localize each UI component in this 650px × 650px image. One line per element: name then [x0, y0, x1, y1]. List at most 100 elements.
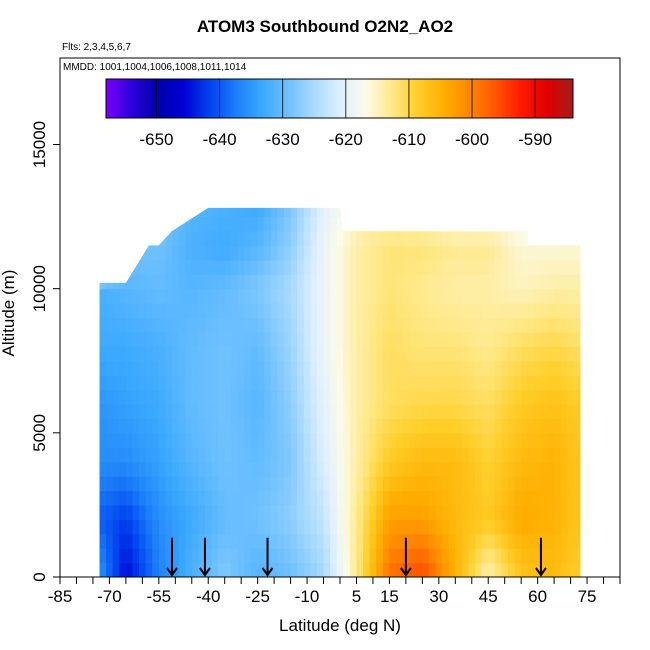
heatmap-cell — [461, 418, 470, 434]
heatmap-cell — [369, 548, 377, 564]
heatmap-cell — [211, 216, 219, 232]
heatmap-cell — [501, 490, 509, 506]
heatmap-cell — [356, 303, 364, 319]
heatmap-cell — [139, 231, 147, 247]
heatmap-cell — [119, 562, 127, 577]
heatmap-cell — [152, 375, 160, 391]
heatmap-cell — [343, 274, 351, 290]
heatmap-cell — [356, 476, 364, 492]
heatmap-cell — [435, 288, 443, 304]
heatmap-cell — [211, 476, 219, 492]
heatmap-cell — [573, 389, 581, 405]
heatmap-cell — [224, 259, 232, 275]
heatmap-cell — [508, 274, 516, 290]
heatmap-cell — [297, 461, 305, 477]
heatmap-cell — [303, 259, 311, 275]
heatmap-cell — [237, 490, 246, 506]
heatmap-cell — [290, 447, 298, 463]
heatmap-cell — [224, 303, 232, 319]
heatmap-cell — [244, 207, 252, 218]
heatmap-cell — [369, 562, 377, 577]
heatmap-cell — [428, 317, 437, 333]
heatmap-cell — [494, 432, 503, 448]
heatmap-cell — [514, 432, 522, 448]
heatmap-cell — [290, 331, 298, 347]
heatmap-cell — [409, 245, 417, 261]
heatmap-cell — [547, 375, 555, 391]
colorbar-swatch — [241, 79, 245, 118]
heatmap-cell — [382, 490, 391, 506]
heatmap-cell — [356, 317, 364, 333]
heatmap-cell — [112, 274, 120, 290]
heatmap-cell — [139, 461, 147, 477]
heatmap-cell — [191, 231, 199, 247]
heatmap-cell — [415, 274, 423, 290]
heatmap-cell — [251, 548, 259, 564]
heatmap-cell — [448, 490, 456, 506]
heatmap-cell — [165, 533, 173, 549]
heatmap-cell — [125, 389, 134, 405]
heatmap-cell — [461, 461, 470, 477]
heatmap-cell — [297, 519, 305, 535]
heatmap-cell — [257, 317, 265, 333]
heatmap-cell — [237, 360, 246, 376]
heatmap-cell — [264, 476, 272, 492]
colorbar-swatch — [164, 79, 168, 118]
heatmap-cell — [297, 245, 305, 261]
x-tick-label: -55 — [147, 587, 172, 606]
heatmap-cell — [330, 317, 338, 333]
heatmap-cell — [218, 245, 226, 261]
heatmap-cell — [349, 288, 358, 304]
heatmap-cell — [422, 288, 430, 304]
heatmap-cell — [422, 461, 430, 477]
heatmap-cell — [475, 519, 483, 535]
heatmap-cell — [363, 432, 371, 448]
heatmap-cell — [560, 404, 568, 420]
heatmap-cell — [514, 562, 522, 577]
heatmap-cell — [139, 447, 147, 463]
heatmap-cell — [409, 548, 417, 564]
heatmap-cell — [508, 231, 516, 247]
colorbar-swatch — [509, 79, 513, 118]
colorbar-swatch — [192, 79, 196, 118]
heatmap-cell — [501, 461, 509, 477]
heatmap-cell — [540, 461, 549, 477]
heatmap-cell — [435, 231, 443, 247]
colorbar-swatch — [239, 79, 242, 118]
heatmap-cell — [119, 461, 127, 477]
heatmap-cell — [343, 432, 351, 448]
colorbar-swatch — [481, 79, 485, 118]
heatmap-cell — [277, 447, 285, 463]
heatmap-cell — [303, 317, 311, 333]
heatmap-cell — [297, 533, 305, 549]
colorbar-swatch — [269, 79, 273, 118]
heatmap-cell — [165, 303, 173, 319]
heatmap-cell — [409, 375, 417, 391]
heatmap-cell — [290, 504, 298, 520]
heatmap-cell — [178, 562, 186, 577]
colorbar-swatch — [325, 79, 329, 118]
heatmap-cell — [409, 504, 417, 520]
heatmap-cell — [297, 207, 305, 218]
heatmap-cell — [468, 447, 476, 463]
heatmap-cell — [382, 288, 391, 304]
heatmap-cell — [488, 461, 496, 477]
heatmap-cell — [396, 288, 404, 304]
heatmap-cell — [270, 207, 279, 218]
heatmap-cell — [343, 476, 351, 492]
heatmap-cell — [172, 375, 180, 391]
heatmap-cell — [237, 274, 246, 290]
heatmap-cell — [152, 274, 160, 290]
heatmap-cell — [158, 231, 167, 247]
heatmap-cell — [363, 360, 371, 376]
heatmap-cell — [277, 231, 285, 247]
heatmap-cell — [125, 476, 134, 492]
heatmap-cell — [356, 274, 364, 290]
heatmap-cell — [224, 389, 232, 405]
colorbar-swatch — [533, 79, 537, 118]
heatmap-cell — [475, 432, 483, 448]
heatmap-cell — [132, 404, 140, 420]
heatmap-cell — [540, 432, 549, 448]
heatmap-cell — [343, 207, 351, 218]
